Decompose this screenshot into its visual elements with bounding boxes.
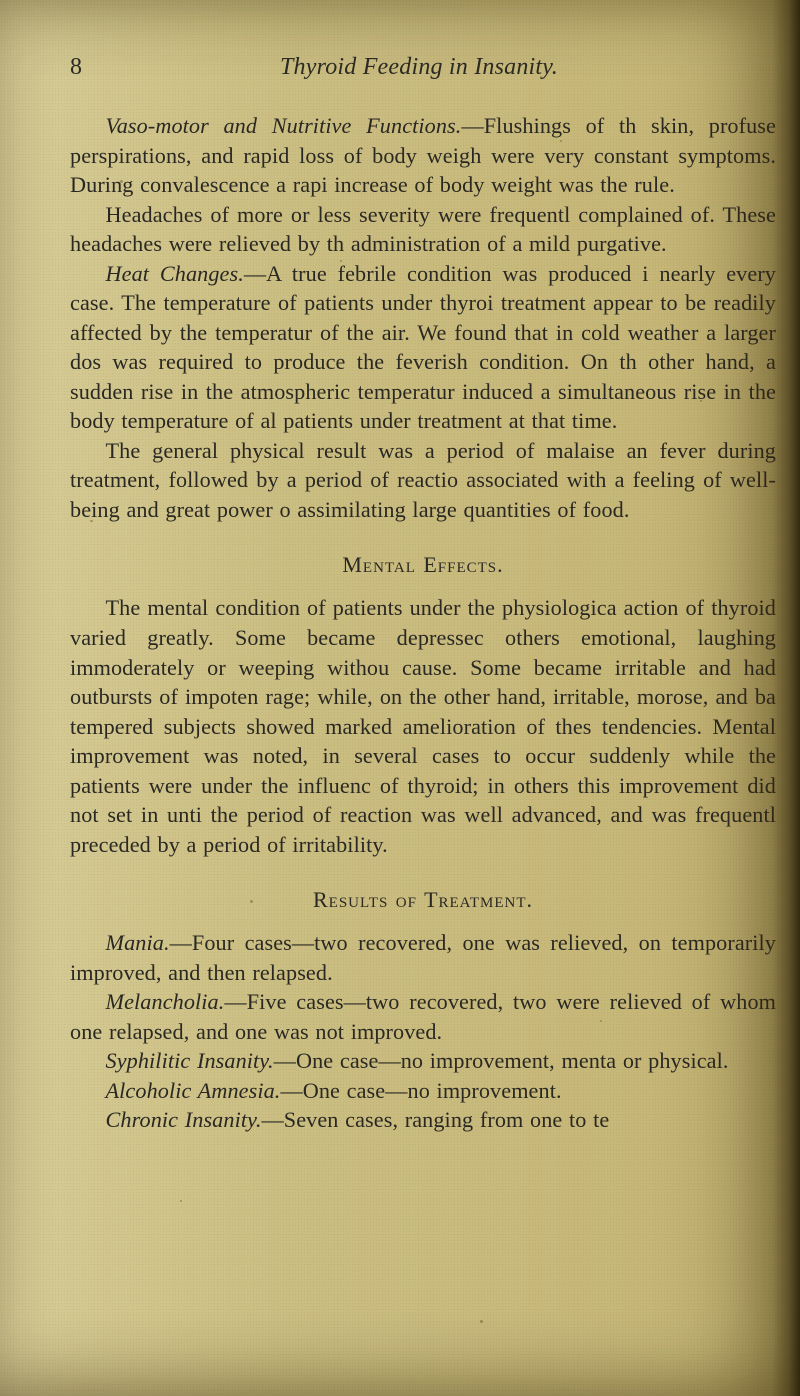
page-header: 8 Thyroid Feeding in Insanity. [70,54,780,81]
inline-heading: Mania. [106,930,170,955]
book-page: 8 Thyroid Feeding in Insanity. Vaso-moto… [0,0,800,1396]
section-heading: Results of Treatment. [70,885,776,914]
paragraph: Alcoholic Amnesia.—One case—no improveme… [70,1076,776,1106]
paragraph: Mania.—Four cases—two recovered, one was… [70,928,776,987]
paragraph: The general physical result was a period… [70,436,776,525]
section-heading: Mental Effects. [70,550,776,579]
body-text: Vaso-motor and Nutritive Functions.—Flus… [70,111,776,1135]
paragraph: Syphilitic Insanity.—One case—no improve… [70,1046,776,1076]
paragraph: Heat Changes.—A true febrile condition w… [70,259,776,436]
paragraph: Vaso-motor and Nutritive Functions.—Flus… [70,111,776,200]
inline-heading: Melancholia. [106,989,225,1014]
paragraph: Melancholia.—Five cases—two recovered, t… [70,987,776,1046]
inline-heading: Alcoholic Amnesia. [106,1078,281,1103]
running-title: Thyroid Feeding in Insanity. [118,54,780,81]
inline-heading: Chronic Insanity. [106,1107,262,1132]
paragraph: Headaches of more or less severity were … [70,200,776,259]
inline-heading: Heat Changes. [106,261,244,286]
inline-heading: Vaso-motor and Nutritive Functions. [106,113,462,138]
inline-heading: Syphilitic Insanity. [106,1048,274,1073]
paragraph: The mental condition of patients under t… [70,593,776,859]
paragraph: Chronic Insanity.—Seven cases, ranging f… [70,1105,776,1135]
page-number: 8 [70,54,118,81]
gutter-shadow [772,0,800,1396]
